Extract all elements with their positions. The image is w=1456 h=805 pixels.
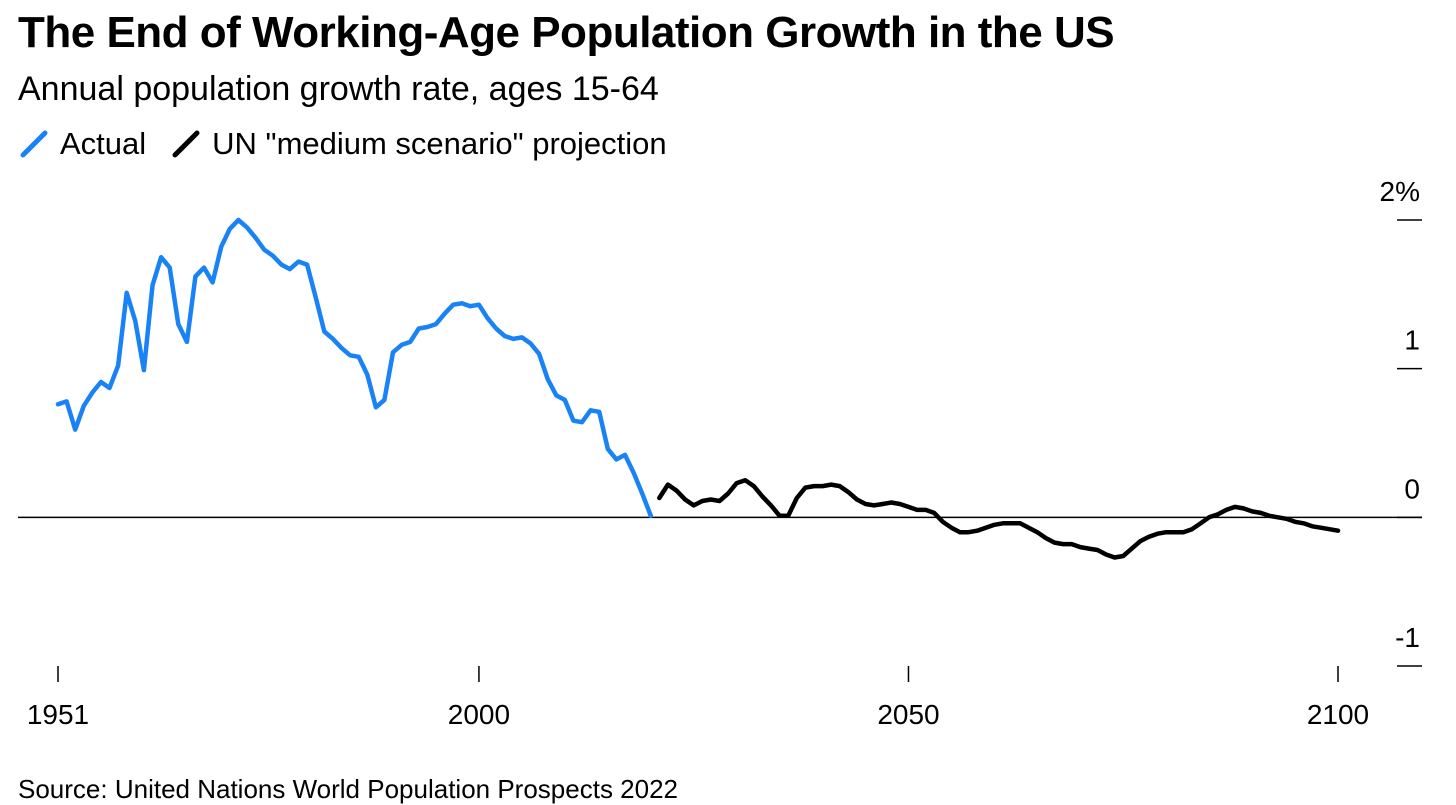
x-tick-label-1: 2000 (448, 699, 510, 730)
legend-item-actual: Actual (18, 126, 146, 162)
y-tick-label-3: -1 (1395, 622, 1420, 653)
legend-label-actual: Actual (60, 126, 147, 161)
series-line-projection (657, 477, 1341, 560)
legend-swatch-actual-icon (20, 130, 48, 158)
legend-item-projection: UN "medium scenario" projection (170, 126, 667, 162)
x-tick-label-2: 2050 (877, 699, 939, 730)
x-tick-label-0: 1951 (27, 699, 89, 730)
series-line-actual (55, 217, 654, 519)
y-tick-label-2: 0 (1404, 473, 1420, 504)
x-tick-label-3: 2100 (1307, 699, 1369, 730)
chart-title: The End of Working-Age Population Growth… (18, 8, 1115, 57)
legend: Actual UN "medium scenario" projection (18, 124, 691, 164)
y-tick-label-0: 2% (1380, 176, 1420, 207)
source-note: Source: United Nations World Population … (18, 774, 679, 804)
legend-swatch-projection-icon (172, 130, 200, 158)
y-tick-label-1: 1 (1404, 325, 1420, 356)
legend-label-projection: UN "medium scenario" projection (212, 126, 667, 161)
chart-subtitle: Annual population growth rate, ages 15-6… (18, 70, 659, 108)
